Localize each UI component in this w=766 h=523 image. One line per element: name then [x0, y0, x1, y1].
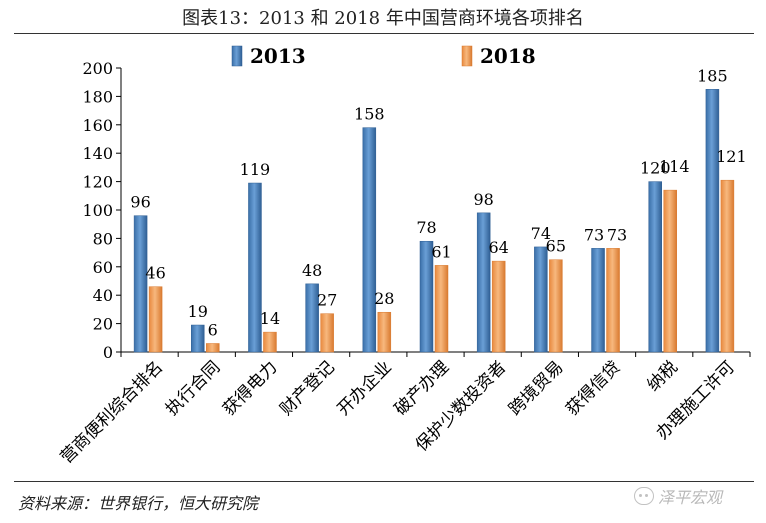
- y-tick-label: 200: [82, 59, 113, 78]
- bar-2013-8: [534, 246, 548, 353]
- bar-2018-3: [263, 331, 277, 353]
- y-tick-label: 80: [93, 229, 113, 248]
- value-label-2013-10: 120: [640, 159, 671, 178]
- y-tick-label: 60: [93, 258, 113, 277]
- legend-swatch-2018: [461, 45, 473, 67]
- value-label-2013-5: 158: [354, 105, 385, 124]
- value-label-2013-7: 98: [474, 190, 494, 209]
- value-label-2013-4: 48: [302, 261, 322, 280]
- bar-2013-10: [648, 181, 662, 353]
- value-label-2013-3: 119: [240, 160, 271, 179]
- category-label-3: 获得电力: [219, 357, 281, 419]
- bar-2013-11: [705, 89, 720, 353]
- category-label-2: 执行合同: [162, 357, 224, 419]
- bar-2018-10: [663, 189, 677, 353]
- category-label-1: 营商便利综合排名: [57, 357, 167, 467]
- value-label-2018-10: 114: [659, 157, 690, 176]
- bar-2013-5: [362, 127, 377, 353]
- bar-2013-4: [305, 283, 319, 353]
- wechat-icon: [634, 487, 654, 505]
- category-label-4: 财产登记: [276, 357, 338, 419]
- value-label-2018-4: 27: [317, 291, 337, 310]
- bar-2018-6: [434, 265, 449, 353]
- value-label-2018-7: 64: [489, 238, 509, 257]
- category-label-10: 纳税: [644, 357, 682, 395]
- y-tick-label: 20: [93, 315, 113, 334]
- y-tick-label: 180: [82, 87, 113, 106]
- y-tick-label: 0: [103, 343, 113, 362]
- bar-2018-8: [549, 259, 563, 353]
- source-note: 资料来源：世界银行，恒大研究院: [18, 494, 259, 513]
- bar-2013-7: [476, 212, 491, 353]
- chart-title: 图表13：2013 和 2018 年中国营商环境各项排名: [182, 8, 584, 29]
- value-label-2013-11: 185: [697, 66, 728, 85]
- bar-2018-2: [206, 343, 220, 353]
- bar-2018-5: [377, 311, 392, 353]
- legend-label-2013: 2013: [250, 44, 306, 68]
- y-tick-label: 100: [82, 201, 113, 220]
- value-label-2018-6: 61: [431, 242, 451, 261]
- watermark-text: 泽平宏观: [658, 488, 723, 507]
- bar-chart: 0 20 40 60 80 100 120 140 160 180 200 96 46 营商便利综合排名…: [57, 44, 751, 468]
- top-rule: [14, 33, 754, 34]
- bottom-rule: [14, 481, 754, 482]
- bar-2013-3: [248, 182, 262, 353]
- bar-2018-7: [491, 260, 506, 353]
- bar-2018-11: [720, 179, 735, 353]
- value-label-2013-2: 19: [188, 302, 208, 321]
- value-label-2018-3: 14: [260, 309, 280, 328]
- category-label-5: 开办企业: [334, 357, 396, 419]
- bar-2018-9: [606, 248, 620, 353]
- y-tick-label: 40: [93, 286, 113, 305]
- value-label-2018-2: 6: [208, 320, 218, 339]
- category-label-9: 获得信贷: [562, 357, 624, 419]
- bar-2018-4: [320, 313, 334, 353]
- value-label-2018-9: 73: [607, 225, 627, 244]
- value-label-2018-1: 46: [145, 264, 165, 283]
- y-tick-label: 120: [82, 173, 113, 192]
- value-label-2013-9: 73: [584, 225, 604, 244]
- value-label-2013-6: 78: [416, 218, 436, 237]
- value-label-2013-1: 96: [130, 193, 150, 212]
- watermark: 泽平宏观: [634, 484, 722, 508]
- value-label-2013-8: 74: [531, 224, 551, 243]
- legend-label-2018: 2018: [480, 44, 536, 68]
- legend-swatch-2013: [231, 45, 243, 67]
- bar-2013-2: [191, 324, 205, 353]
- y-tick-label: 160: [82, 116, 113, 135]
- value-label-2018-8: 65: [546, 237, 566, 256]
- y-tick-label: 140: [82, 144, 113, 163]
- category-label-8: 跨境贸易: [505, 357, 567, 419]
- bar-2013-9: [591, 248, 605, 353]
- bar-2013-1: [133, 215, 148, 353]
- bar-2013-6: [419, 240, 434, 353]
- value-label-2018-5: 28: [374, 289, 394, 308]
- value-label-2018-11: 121: [716, 147, 747, 166]
- bar-2018-1: [148, 286, 163, 353]
